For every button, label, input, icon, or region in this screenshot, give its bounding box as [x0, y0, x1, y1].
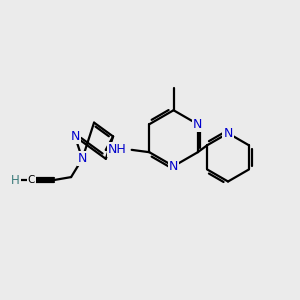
Text: N: N [169, 160, 178, 173]
Text: N: N [70, 130, 80, 143]
Text: N: N [78, 152, 87, 165]
Text: NH: NH [108, 143, 126, 156]
Text: C: C [28, 175, 35, 185]
Text: H: H [11, 173, 20, 187]
Text: N: N [193, 118, 203, 131]
Text: N: N [223, 127, 233, 140]
